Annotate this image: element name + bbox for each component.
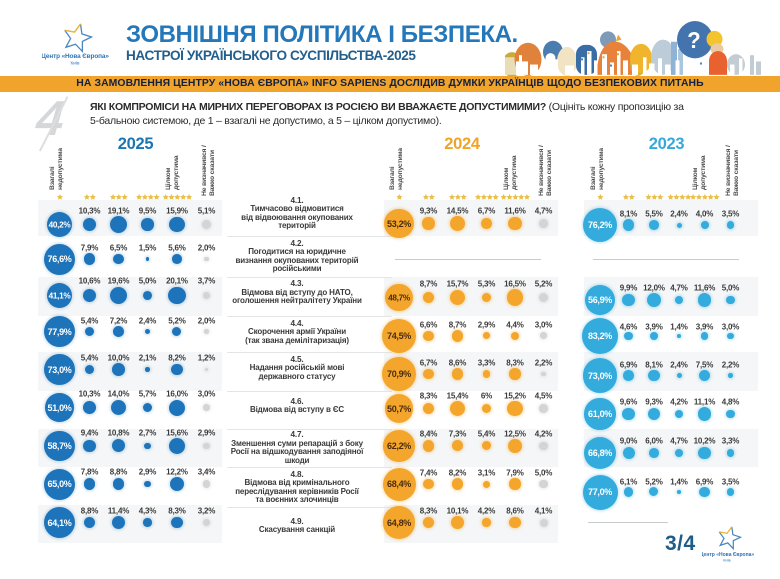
svg-text:Центр «Нова Європа»: Центр «Нова Європа» [702, 552, 754, 558]
svg-text:Київ: Київ [71, 61, 81, 66]
svg-text:Центр «Нова Європа»: Центр «Нова Європа» [42, 53, 109, 60]
svg-text:Київ: Київ [723, 559, 730, 563]
svg-text:?: ? [687, 28, 700, 53]
